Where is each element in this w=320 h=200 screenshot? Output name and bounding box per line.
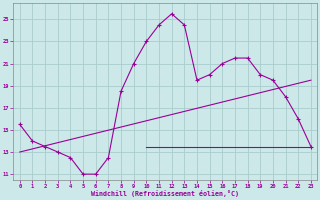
X-axis label: Windchill (Refroidissement éolien,°C): Windchill (Refroidissement éolien,°C) xyxy=(91,190,239,197)
